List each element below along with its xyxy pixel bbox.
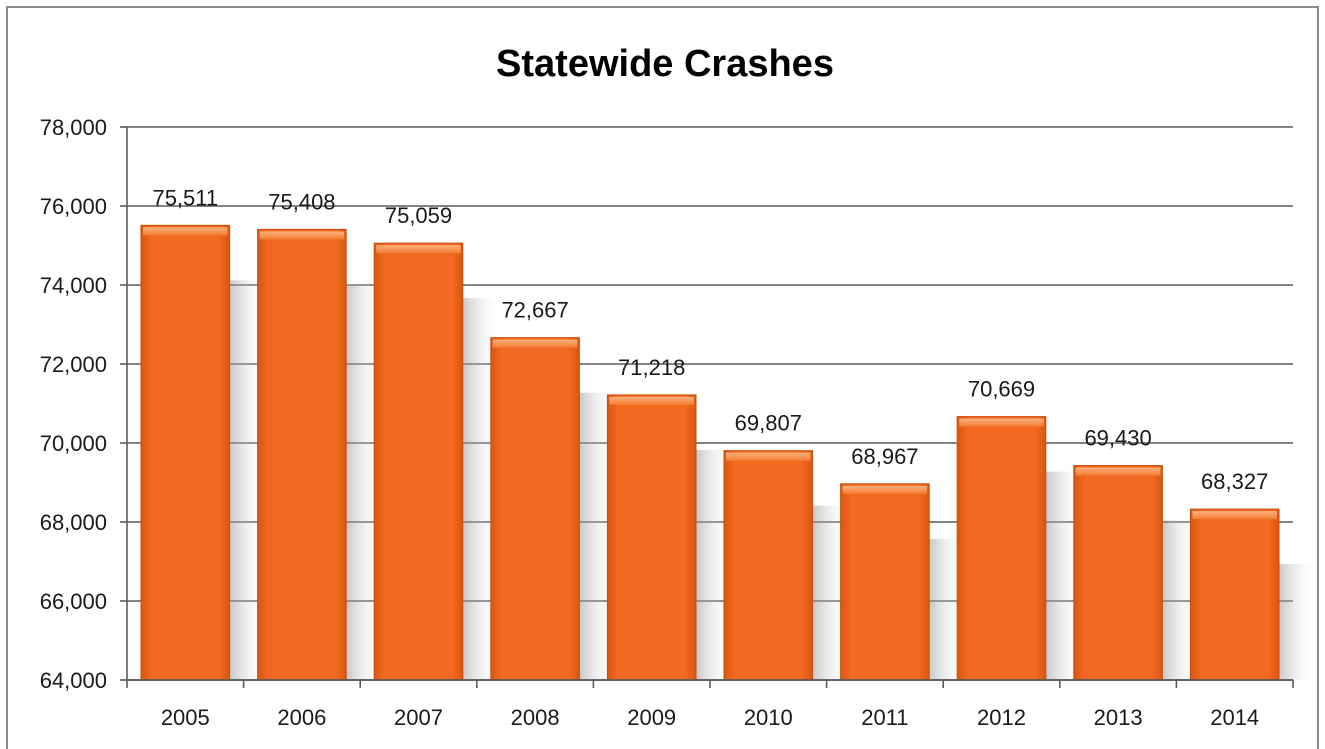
data-label-2007: 75,059 bbox=[385, 203, 452, 228]
x-tick-label-2006: 2006 bbox=[277, 705, 326, 730]
data-label-2013: 69,430 bbox=[1084, 426, 1151, 451]
x-tick-label-2010: 2010 bbox=[744, 705, 793, 730]
bar-cap bbox=[492, 339, 578, 348]
bar-2010 bbox=[723, 450, 814, 681]
x-tick-label-2007: 2007 bbox=[394, 705, 443, 730]
y-tick-label: 74,000 bbox=[40, 273, 107, 298]
bar-2007 bbox=[373, 242, 464, 681]
axes: 64,000 66,000 68,000 70,000 72,000 74,000 76,0… bbox=[40, 115, 1294, 730]
bar-2014 bbox=[1189, 508, 1280, 681]
y-tick-label: 70,000 bbox=[40, 431, 107, 456]
data-label-2012: 70,669 bbox=[968, 377, 1035, 402]
bar-2006 bbox=[257, 228, 347, 681]
x-tick-label-2005: 2005 bbox=[161, 705, 210, 730]
bar-2005 bbox=[140, 224, 231, 681]
data-label-2011: 68,967 bbox=[851, 444, 918, 469]
bar-cap bbox=[959, 418, 1044, 427]
data-labels: 75,511 75,408 75,059 72,667 71,218 69,807 68,9… bbox=[152, 185, 1268, 494]
data-label-2014: 68,327 bbox=[1201, 469, 1268, 494]
data-label-2008: 72,667 bbox=[501, 298, 568, 323]
bar-cap bbox=[1075, 467, 1161, 476]
bar-shadow bbox=[1279, 564, 1317, 680]
x-tick-label-2013: 2013 bbox=[1094, 705, 1143, 730]
x-tick-label-2011: 2011 bbox=[861, 705, 908, 730]
y-tick-label: 64,000 bbox=[40, 668, 107, 693]
bar-cap bbox=[142, 227, 228, 236]
bar-2008 bbox=[490, 337, 580, 681]
x-tick-label-2008: 2008 bbox=[511, 705, 560, 730]
bar-cap bbox=[725, 452, 811, 461]
bars bbox=[140, 224, 1280, 681]
x-tick-label-2014: 2014 bbox=[1210, 705, 1259, 730]
y-tick-label: 78,000 bbox=[40, 115, 107, 140]
data-label-2010: 69,807 bbox=[735, 411, 802, 436]
bar-cap bbox=[376, 245, 461, 254]
bar-cap bbox=[609, 396, 695, 405]
data-label-2009: 71,218 bbox=[618, 355, 685, 380]
y-tick-label: 66,000 bbox=[40, 589, 107, 614]
bar-2011 bbox=[840, 483, 930, 681]
x-tick-label-2012: 2012 bbox=[977, 705, 1026, 730]
data-label-2006: 75,408 bbox=[268, 189, 335, 214]
bar-2013 bbox=[1073, 465, 1163, 681]
y-tick-label: 76,000 bbox=[40, 194, 107, 219]
bar-2012 bbox=[956, 416, 1047, 681]
bar-2009 bbox=[606, 394, 697, 681]
chart-title: Statewide Crashes bbox=[496, 43, 834, 85]
data-label-2005: 75,511 bbox=[152, 185, 218, 210]
y-tick-label: 72,000 bbox=[40, 352, 107, 377]
bar-cap bbox=[259, 231, 345, 240]
x-tick-label-2009: 2009 bbox=[627, 705, 676, 730]
bar-cap bbox=[842, 485, 928, 494]
y-tick-label: 68,000 bbox=[40, 510, 107, 535]
bar-cap bbox=[1192, 511, 1278, 520]
